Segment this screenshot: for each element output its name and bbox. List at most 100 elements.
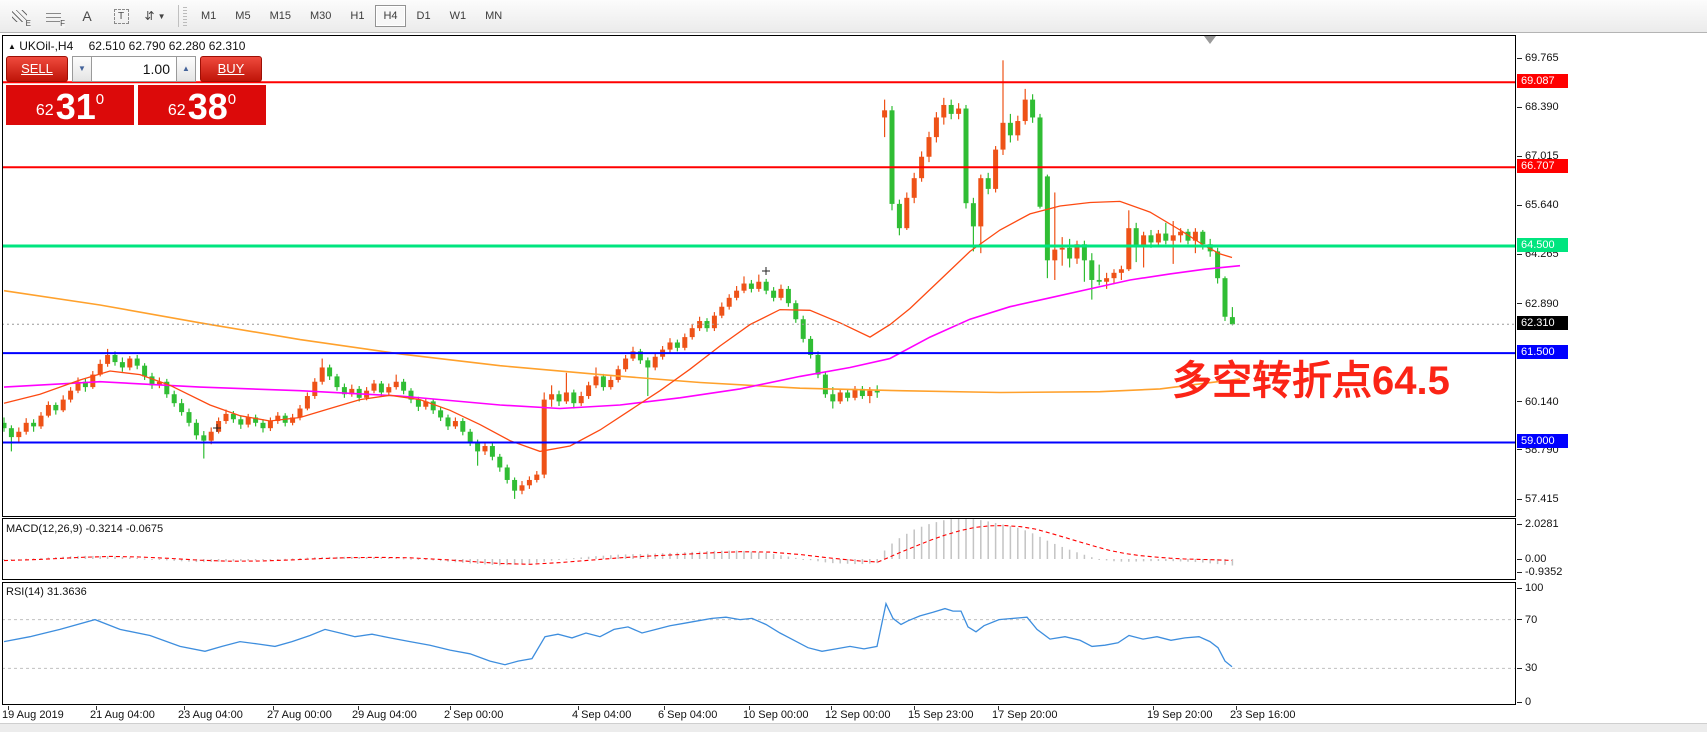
candle: [756, 274, 762, 292]
price-axis: 69.765 68.390 67.015 65.640 64.265 62.890 60.1…: [1517, 34, 1705, 723]
candle: [327, 364, 333, 380]
candle: [201, 431, 207, 459]
text-label-tool-button[interactable]: T: [108, 4, 134, 28]
candle: [541, 392, 547, 479]
candle: [563, 372, 569, 404]
candle: [1155, 229, 1161, 247]
timeframe-button-d1[interactable]: D1: [416, 10, 431, 22]
ohlc-readout: 62.510 62.790 62.280 62.310: [88, 39, 246, 53]
buy-price-box[interactable]: 62 38 0: [138, 85, 266, 125]
toolbar-grip[interactable]: [183, 6, 187, 26]
buy-price-small: 62: [167, 102, 186, 119]
candle: [837, 388, 843, 404]
price-tick-dash: [1517, 498, 1522, 500]
spin-down-icon: ▼: [78, 64, 86, 73]
date-label: 6 Sep 04:00: [658, 709, 718, 721]
candle: [526, 476, 532, 489]
timeframe-button-w1[interactable]: W1: [449, 10, 467, 22]
volume-increase-button[interactable]: ▲: [176, 56, 196, 82]
collapse-triangle-icon[interactable]: ▲: [8, 42, 16, 51]
timeframe-button-m30[interactable]: M30: [309, 10, 332, 22]
timeframe-button-m1[interactable]: M1: [201, 10, 217, 22]
chart-window: ▲ UKOil-,H4 62.510 62.790 62.280 62.310 …: [0, 34, 1707, 723]
candle: [216, 417, 222, 434]
candle: [1000, 60, 1006, 155]
macd-indicator-label: MACD(12,26,9) -0.3214 -0.0675: [6, 523, 164, 535]
timeframe-button-h4[interactable]: H4: [375, 5, 406, 27]
candle: [534, 471, 540, 483]
volume-input[interactable]: 1.00: [92, 56, 176, 82]
chart-shift-marker-icon[interactable]: [1204, 36, 1216, 44]
text-label-icon: T: [113, 8, 129, 24]
candle: [1030, 94, 1036, 123]
sell-price-box[interactable]: 62 31 0: [6, 85, 134, 125]
timeframe-button-mn[interactable]: MN: [485, 10, 503, 22]
candle: [1015, 115, 1021, 141]
chevron-down-icon: ▼: [157, 11, 166, 21]
candle: [119, 357, 125, 372]
candle: [719, 302, 725, 319]
candle: [704, 318, 710, 332]
candle: [1052, 192, 1058, 280]
candle: [267, 417, 273, 432]
rsi-tick-label: 30: [1525, 662, 1538, 675]
candle: [1141, 231, 1147, 268]
sell-price-big: 31: [55, 86, 96, 127]
rsi-tick-label: 70: [1525, 613, 1538, 626]
sell-button[interactable]: SELL: [6, 56, 68, 82]
price-tick-label: 57.415: [1525, 493, 1559, 506]
date-tick: [578, 706, 579, 710]
price-tick-dash: [1517, 449, 1522, 451]
candle: [726, 294, 732, 310]
volume-decrease-button[interactable]: ▼: [72, 56, 92, 82]
candle: [1118, 265, 1124, 280]
fibonacci-glyph: F: [60, 19, 65, 28]
arrows-tool-button[interactable]: ⇵ ▼: [142, 4, 168, 28]
candle: [852, 386, 858, 401]
chart-annotation-text: 多空转折点64.5: [1172, 359, 1450, 403]
candle: [253, 414, 259, 427]
candle: [711, 312, 717, 332]
main-price-pane: [2, 35, 1516, 517]
date-axis[interactable]: 19 Aug 2019 21 Aug 04:00 23 Aug 04:00 27 Au…: [0, 706, 1707, 723]
equidistant-channel-glyph: E: [25, 19, 31, 28]
timeframe-button-h1[interactable]: H1: [350, 10, 365, 22]
candle: [1037, 113, 1043, 209]
candle: [682, 333, 688, 351]
candle: [822, 371, 828, 398]
candle: [800, 315, 806, 343]
candle: [430, 398, 436, 414]
macd-pane: [2, 518, 1516, 580]
candle: [896, 199, 902, 236]
candle: [1059, 237, 1065, 266]
date-label: 17 Sep 20:00: [992, 709, 1058, 721]
price-badge: 61.500: [1517, 345, 1568, 360]
candle: [793, 300, 799, 323]
candle: [689, 323, 695, 340]
fibonacci-tool-button[interactable]: F: [40, 4, 66, 28]
equidistant-channel-tool-button[interactable]: E: [6, 4, 32, 28]
macd-tick-dash: [1517, 571, 1522, 573]
date-tick: [358, 706, 359, 710]
price-tick-dash: [1517, 57, 1522, 59]
timeframe-button-m15[interactable]: M15: [269, 10, 291, 22]
price-tick-label: 60.140: [1525, 395, 1559, 408]
text-tool-button[interactable]: A: [74, 4, 100, 28]
timeframe-button-m5[interactable]: M5: [235, 10, 251, 22]
date-label: 12 Sep 00:00: [825, 709, 891, 721]
date-label: 10 Sep 00:00: [743, 709, 809, 721]
date-tick: [998, 706, 999, 710]
rsi-tick-label: 100: [1525, 582, 1544, 594]
timeframe-group: M1 M5 M15 M30 H1 H4 D1 W1 MN: [193, 5, 513, 27]
rsi-pane: [2, 582, 1516, 705]
price-badge: 64.500: [1517, 238, 1568, 253]
candle: [1104, 272, 1110, 289]
candle: [1044, 174, 1050, 279]
buy-button[interactable]: BUY: [200, 56, 262, 82]
date-tick: [914, 706, 915, 710]
candle: [127, 356, 133, 371]
candle: [859, 386, 865, 399]
price-tick-dash: [1517, 303, 1522, 305]
toolbar: E F A T ⇵ ▼ M1 M5 M15 M30 H1 H4 D1 W1 MN: [0, 0, 1707, 33]
candle: [8, 425, 14, 452]
